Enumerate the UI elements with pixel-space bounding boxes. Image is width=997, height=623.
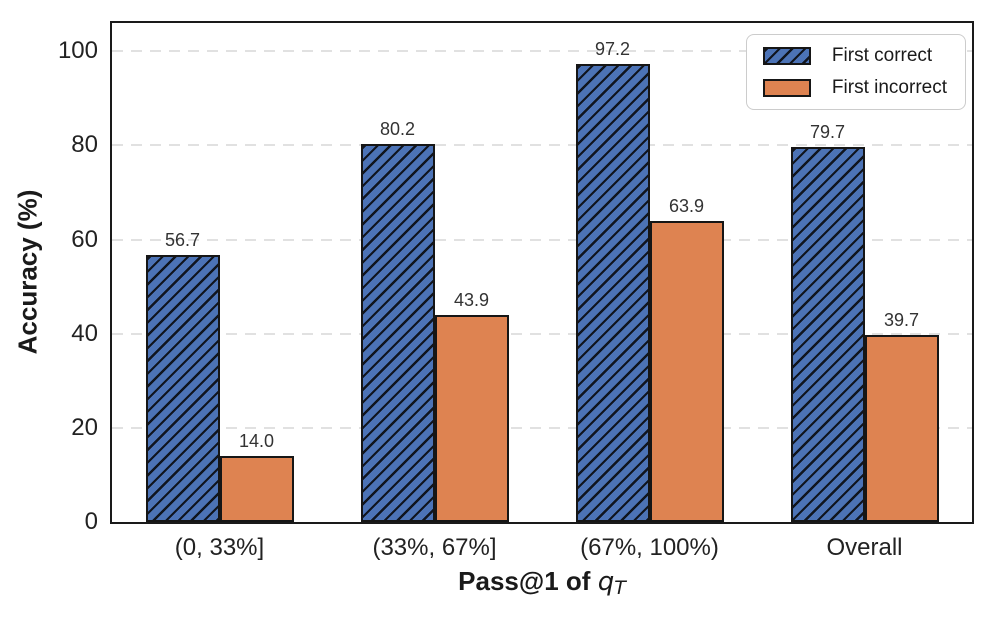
gridline [112,332,972,335]
bar-value-label: 79.7 [809,121,846,142]
gridlines [112,23,972,522]
bar-value-label: 14.0 [238,431,275,452]
legend-swatch-first-incorrect [762,78,811,97]
x-axis-label-subscript: T [614,577,626,599]
x-tick-label: (67%, 100%) [580,534,719,561]
bar-value-label: 80.2 [379,119,416,140]
gridline [112,238,972,241]
gridline [112,144,972,147]
bar-value-label: 39.7 [883,310,920,331]
x-axis-label-text: Pass@1 of [458,566,598,596]
y-tick-label: 100 [57,37,98,65]
x-tick-label: (33%, 67%] [372,534,497,561]
legend: First correct First incorrect [745,34,966,110]
x-tick-label: Overall [826,534,903,561]
bar-value-label: 97.2 [594,39,631,60]
legend-label: First incorrect [831,77,947,98]
legend-swatch-first-correct [762,46,811,65]
bar-value-label: 43.9 [453,290,490,311]
bar-first-correct [360,144,435,522]
bar-value-label: 56.7 [164,230,201,251]
bars-layer: 56.7 14.0 80.2 43.9 97.2 63.9 79.7 39.7 [112,23,972,522]
bar-first-correct [145,255,220,522]
legend-label: First correct [831,45,933,66]
gridline [112,50,972,53]
bar-first-incorrect [219,456,294,522]
y-tick-labels: 0 20 40 60 80 100 [0,23,98,534]
bar-first-incorrect [434,315,509,522]
x-tick-labels: (0, 33%] (33%, 67%] (67%, 100%) Overall [112,534,971,565]
y-tick-label: 0 [84,508,98,535]
x-tick-label: (0, 33%] [174,534,265,561]
y-tick-label: 40 [71,319,98,347]
gridline [112,426,972,429]
legend-entry: First incorrect [762,77,947,98]
x-axis-label: Pass@1 of qT [458,566,626,599]
bar-first-incorrect [864,335,939,522]
bar-first-incorrect [649,221,724,522]
bar-first-correct [790,146,865,522]
x-axis-label-variable: q [597,567,615,597]
bar-first-correct [575,64,650,522]
y-tick-label: 80 [71,131,98,159]
bar-value-label: 63.9 [668,196,705,217]
plot-area: 56.7 14.0 80.2 43.9 97.2 63.9 79.7 39.7 First c… [110,21,974,524]
legend-entry: First correct [762,45,947,66]
y-tick-label: 20 [71,413,98,441]
y-tick-label: 60 [71,225,98,253]
